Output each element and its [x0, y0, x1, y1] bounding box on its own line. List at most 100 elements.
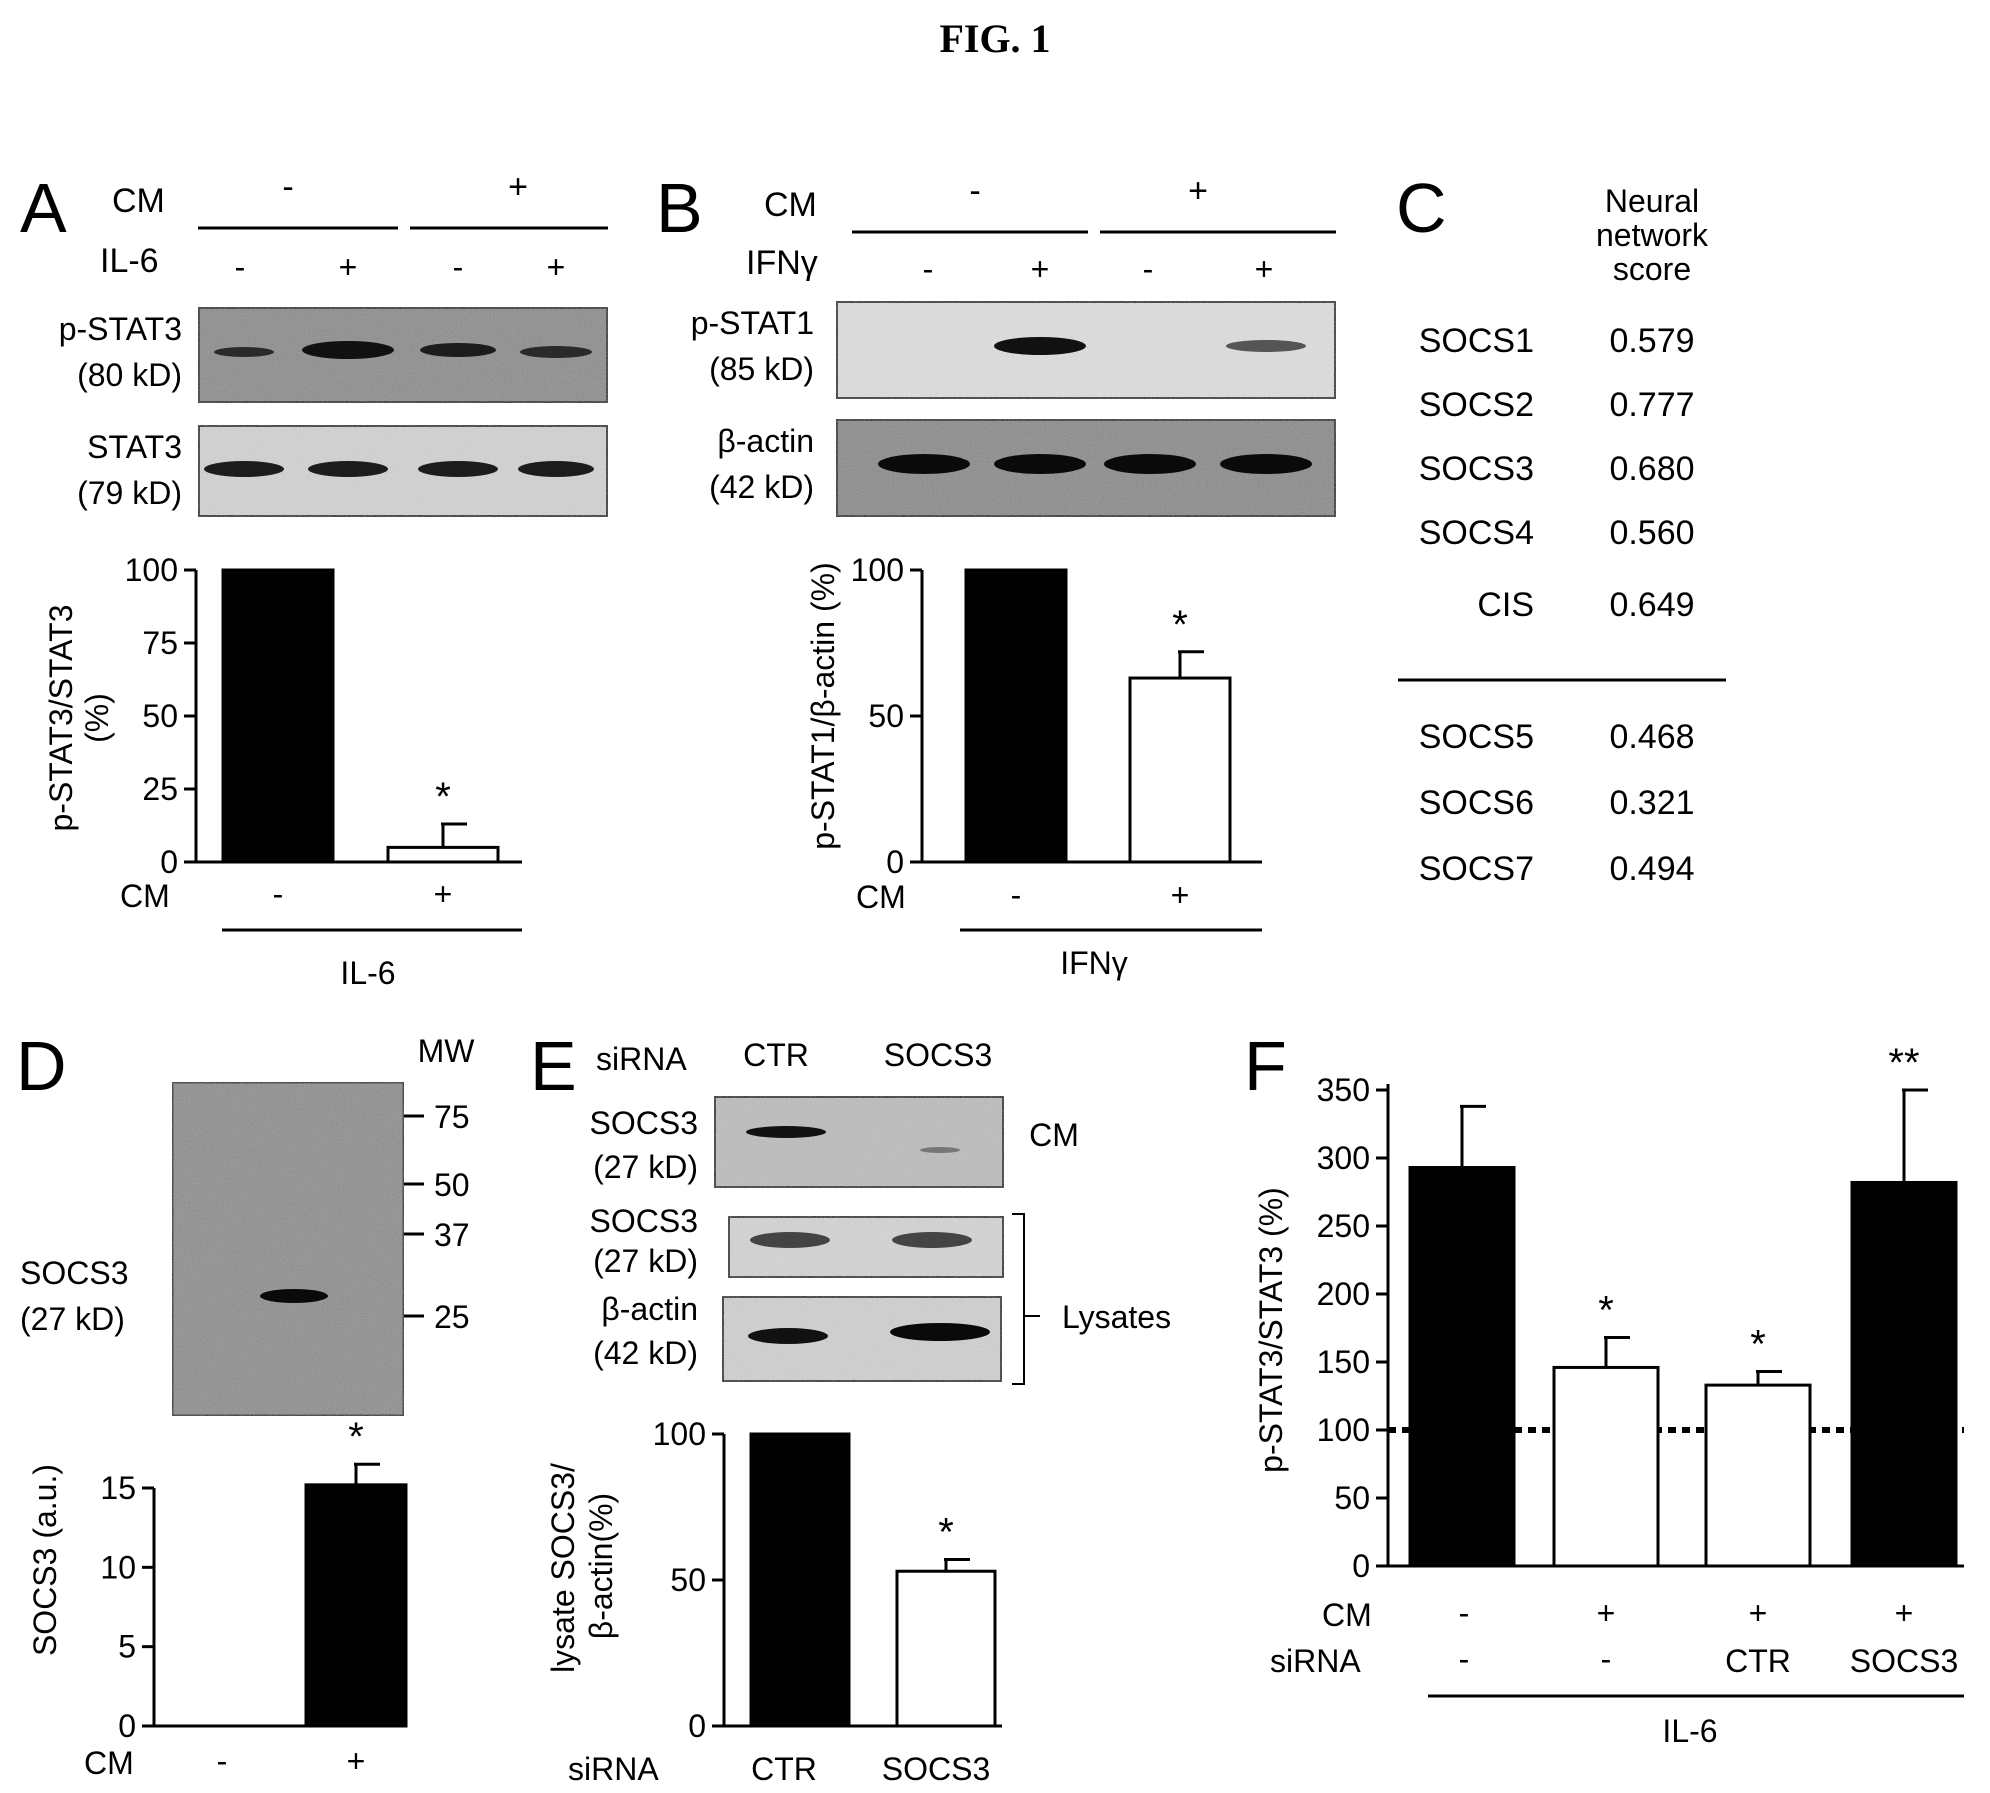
f-sirna-label: siRNA [1270, 1643, 1361, 1679]
c-gene-name: CIS [1477, 586, 1534, 624]
y-tick-label: 10 [100, 1549, 136, 1585]
c-gene-name: SOCS3 [1419, 450, 1534, 488]
b-ifng-sign: + [1031, 251, 1050, 287]
panel-a: A CM - + IL-6 - + - + p-STAT3 (80 kD) ST… [20, 168, 608, 991]
f-cm-sign: + [1597, 1595, 1616, 1631]
panel-letter-d: D [16, 1027, 67, 1105]
a-group-label: IL-6 [340, 955, 395, 991]
b-band [878, 454, 970, 474]
e-band [748, 1328, 828, 1344]
b-cm-sign: + [1188, 172, 1208, 210]
f-sirna-sign: - [1601, 1641, 1612, 1677]
e-blot-socs3-cm [714, 1096, 1004, 1188]
d-mw-marker: 37 [434, 1217, 470, 1253]
a-cm-sign: - [282, 168, 293, 206]
significance-star: * [1750, 1323, 1766, 1367]
a-il6-sign: - [453, 249, 464, 285]
d-x-cm-label: CM [84, 1745, 134, 1781]
panel-c: C Neural network score SOCS1 0.579 SOCS2… [1396, 169, 1726, 888]
a-band [308, 461, 388, 477]
a-blot2-mw: (79 kD) [77, 475, 182, 511]
y-tick-label: 100 [653, 1416, 706, 1452]
f-y-axis-label: p-STAT3/STAT3 (%) [1253, 1187, 1289, 1473]
y-tick-label: 0 [1352, 1548, 1370, 1584]
panel-b: B CM - + IFNγ - + - + p-STAT1 (85 kD) β-… [656, 169, 1336, 981]
significance-star: * [938, 1511, 954, 1555]
e-x-label: CTR [751, 1751, 817, 1787]
a-cm-label: CM [112, 182, 165, 220]
d-band [260, 1289, 328, 1303]
significance-star: ** [1888, 1041, 1919, 1085]
d-blot-socs3 [172, 1082, 404, 1416]
e-band [892, 1232, 972, 1248]
b-ifng-label: IFNγ [746, 244, 818, 282]
y-tick-label: 75 [142, 625, 178, 661]
y-tick-label: 0 [160, 844, 178, 880]
panel-letter-f: F [1244, 1027, 1287, 1105]
e-blot1-mw: (27 kD) [593, 1149, 698, 1185]
e-blot1-label: SOCS3 [590, 1105, 698, 1141]
y-tick-label: 15 [100, 1470, 136, 1506]
b-ifng-sign: - [923, 251, 934, 287]
d-y-axis-label: SOCS3 (a.u.) [27, 1464, 63, 1656]
e-blot3-mw: (42 kD) [593, 1335, 698, 1371]
f-sirna-sign: CTR [1725, 1643, 1791, 1679]
panel-letter-e: E [530, 1027, 577, 1105]
b-band [1104, 454, 1196, 474]
bar [897, 1571, 995, 1726]
c-header-line3: score [1613, 251, 1691, 287]
d-x-cm-sign: + [347, 1743, 366, 1779]
f-sirna-sign: SOCS3 [1850, 1643, 1958, 1679]
b-blot2-label: β-actin [717, 423, 814, 459]
f-group-label: IL-6 [1662, 1713, 1717, 1749]
y-tick-label: 0 [118, 1708, 136, 1744]
a-y-axis-label: p-STAT3/STAT3 [43, 605, 79, 832]
c-score: 0.649 [1609, 586, 1694, 624]
c-score: 0.777 [1609, 386, 1694, 424]
y-tick-label: 100 [851, 552, 904, 588]
y-tick-label: 50 [1334, 1480, 1370, 1516]
bar [1706, 1385, 1810, 1566]
f-cm-sign: + [1749, 1595, 1768, 1631]
e-x-sirna-label: siRNA [568, 1751, 659, 1787]
panel-letter-b: B [656, 169, 703, 247]
e-sirna-label: siRNA [596, 1041, 687, 1077]
a-blot1-mw: (80 kD) [77, 357, 182, 393]
c-gene-name: SOCS4 [1419, 514, 1534, 552]
y-tick-label: 5 [118, 1629, 136, 1665]
y-tick-label: 100 [1317, 1412, 1370, 1448]
e-blot3-label: β-actin [601, 1291, 698, 1327]
e-blot-socs3-lysate [728, 1216, 1004, 1278]
a-band [418, 461, 498, 477]
e-bar-chart: 050100* [653, 1416, 1002, 1744]
b-cm-sign: - [969, 172, 980, 210]
a-x-cm-sign: + [434, 876, 453, 912]
bar [1852, 1182, 1956, 1566]
bar [306, 1485, 406, 1726]
b-band [1226, 340, 1306, 352]
y-tick-label: 350 [1317, 1072, 1370, 1108]
a-band [214, 347, 274, 357]
e-band [920, 1147, 960, 1153]
e-blot1-side-label: CM [1029, 1117, 1079, 1153]
a-il6-sign: + [339, 249, 358, 285]
e-band [750, 1232, 830, 1248]
b-band [994, 454, 1086, 474]
y-tick-label: 50 [142, 698, 178, 734]
c-gene-name: SOCS1 [1419, 322, 1534, 360]
f-cm-sign: - [1459, 1595, 1470, 1631]
c-score: 0.680 [1609, 450, 1694, 488]
b-band [994, 337, 1086, 355]
b-blot1-label: p-STAT1 [691, 305, 814, 341]
a-il6-label: IL-6 [100, 242, 159, 280]
significance-star: * [1598, 1289, 1614, 1333]
a-band [520, 346, 592, 358]
d-mw-marker: 50 [434, 1167, 470, 1203]
c-score: 0.494 [1609, 850, 1694, 888]
bar [1554, 1367, 1658, 1566]
e-x-label: SOCS3 [882, 1751, 990, 1787]
a-x-cm-label: CM [120, 878, 170, 914]
f-sirna-sign: - [1459, 1641, 1470, 1677]
d-mw-label: MW [418, 1033, 476, 1069]
